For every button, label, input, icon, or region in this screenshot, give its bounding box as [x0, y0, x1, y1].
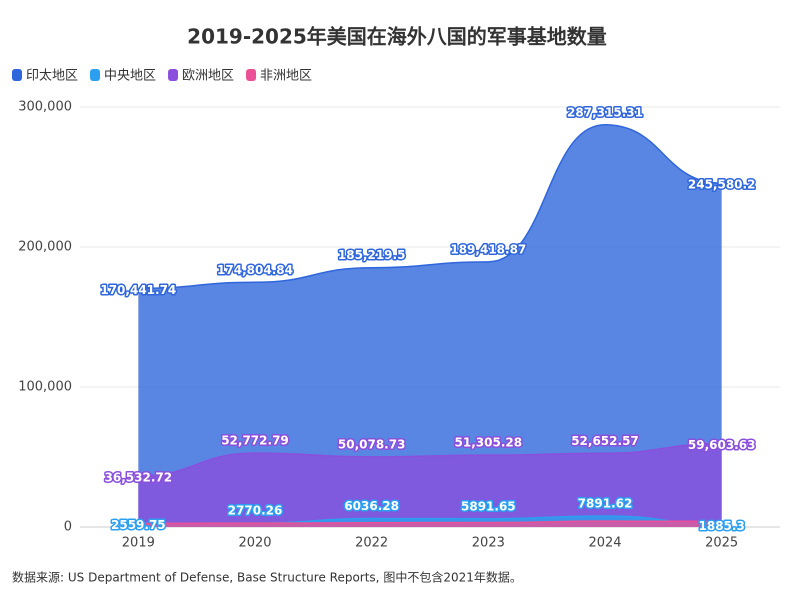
line [138, 124, 722, 290]
value-label: 36,532.72 [105, 470, 173, 484]
y-tick-label: 200,000 [18, 240, 72, 255]
value-label: 1885.3 [699, 519, 745, 533]
y-tick-label: 0 [64, 520, 72, 535]
legend-swatch [168, 69, 179, 81]
legend-label: 非洲地区 [260, 69, 312, 84]
x-tick-label: 2024 [588, 536, 621, 551]
line [138, 520, 722, 525]
legend-label: 印太地区 [26, 69, 78, 84]
legend-label: 中央地区 [104, 69, 156, 84]
value-label: 59,603.63 [688, 438, 756, 452]
value-label: 189,418.87 [450, 242, 526, 256]
value-label: 2559.75 [111, 518, 166, 532]
area [138, 124, 722, 527]
x-tick-label: 2019 [122, 536, 155, 551]
value-label: 174,804.84 [217, 263, 293, 277]
legend-swatch [12, 69, 22, 81]
area [138, 443, 722, 527]
value-label: 50,078.73 [338, 437, 406, 451]
x-tick-label: 2020 [238, 536, 271, 551]
value-label: 245,580.2 [688, 178, 756, 192]
source-note: 数据来源: US Department of Defense, Base Str… [12, 570, 522, 585]
value-label: 2770.26 [228, 504, 283, 518]
value-label: 7891.62 [578, 496, 633, 510]
chart-title: 2019-2025年美国在海外八国的军事基地数量 [187, 25, 607, 49]
value-label: 6036.28 [344, 499, 399, 513]
y-tick-label: 300,000 [18, 100, 72, 115]
x-tick-label: 2022 [355, 536, 388, 551]
legend-swatch [246, 69, 257, 81]
area [138, 521, 722, 527]
value-label: 52,772.79 [221, 434, 289, 448]
line [138, 442, 722, 477]
legend-swatch [90, 69, 101, 81]
value-label: 287,315.31 [567, 105, 643, 119]
value-label: 52,652.57 [571, 434, 639, 448]
value-label: 170,441.74 [100, 283, 176, 297]
value-label: 51,305.28 [455, 436, 523, 450]
value-label: 5891.65 [461, 499, 516, 513]
x-tick-label: 2023 [472, 536, 505, 551]
y-tick-label: 100,000 [18, 380, 72, 395]
x-tick-label: 2025 [705, 536, 738, 551]
legend-label: 欧洲地区 [182, 69, 234, 84]
value-label: 185,219.5 [338, 248, 406, 262]
